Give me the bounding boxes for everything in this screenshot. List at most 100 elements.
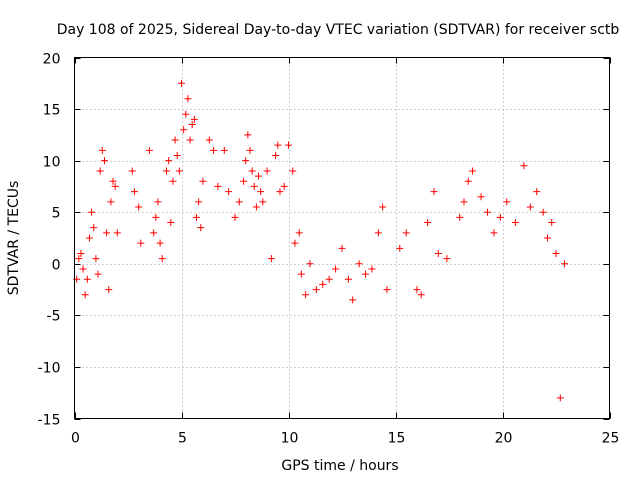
data-point [171,136,179,144]
x-axis-label: GPS time / hours [281,458,398,474]
data-point [225,188,233,196]
y-axis-tick-labels: -15 -10 -5 0 5 10 15 20 [38,52,61,429]
data-point [79,265,87,273]
data-point [280,182,288,190]
data-point [182,110,190,118]
y-tick-label: 15 [43,103,61,119]
data-point [503,198,511,206]
data-point [297,270,305,278]
data-point [477,193,485,201]
plot-frame [74,57,610,419]
x-tick-label: 25 [602,431,620,447]
data-point [302,291,310,299]
data-point [285,141,292,149]
x-tick-label: 20 [495,431,513,447]
data-point [552,249,560,257]
data-point [543,234,551,242]
data-point [165,157,173,165]
data-point [349,296,357,304]
data-point [383,286,391,294]
data-point [520,162,528,170]
data-point [496,213,504,221]
y-tick-label: -5 [47,309,61,325]
data-point [214,182,222,190]
data-points [73,79,569,402]
data-point [197,224,205,232]
axis-ticks [74,57,611,420]
data-point [154,198,162,206]
data-point [188,121,196,129]
data-point [434,249,442,257]
data-point [113,229,121,237]
data-point [319,280,327,288]
data-point [338,244,346,252]
data-point [332,265,340,273]
data-point [150,229,158,237]
data-point [231,213,239,221]
data-point [295,229,303,237]
data-point [325,275,333,283]
data-point [180,126,188,134]
data-point [210,146,218,154]
y-tick-label: -15 [38,413,61,429]
data-point [173,151,181,159]
x-tick-label: 10 [281,431,299,447]
chart-title: Day 108 of 2025, Sidereal Day-to-day VTE… [57,22,620,38]
data-point [205,136,213,144]
data-point [430,188,438,196]
data-point [396,244,404,252]
data-point [402,229,410,237]
data-point [109,177,117,185]
data-point [379,203,387,211]
data-point [490,229,498,237]
data-point [100,157,108,165]
data-point [244,131,252,139]
data-point [355,260,363,268]
y-tick-label: 10 [43,155,61,171]
data-point [137,239,145,247]
data-point [443,255,451,263]
data-point [135,203,143,211]
data-point [368,265,376,273]
data-point [246,146,254,154]
data-point [235,198,243,206]
data-point [163,167,171,175]
data-point [130,188,138,196]
data-point [511,219,519,227]
data-point [469,167,477,175]
data-point [175,167,183,175]
data-point [85,234,93,242]
data-point [158,255,166,263]
data-point [186,136,194,144]
x-tick-label: 0 [71,431,80,447]
data-point [561,260,569,268]
data-point [88,208,96,216]
data-point [252,203,260,211]
data-point [111,182,119,190]
data-point [156,239,164,247]
data-point [362,270,370,278]
x-axis-tick-labels: 0 5 10 15 20 25 [71,431,619,447]
data-point [242,157,250,165]
data-point [248,167,256,175]
data-point [94,270,102,278]
y-axis-label: SDTVAR / TECUs [6,181,22,296]
data-point [152,213,160,221]
data-point [267,255,275,263]
data-point [306,260,314,268]
data-point [556,394,564,402]
data-point [184,95,192,103]
data-point [92,255,100,263]
data-point [413,286,421,294]
data-point [548,219,556,227]
y-tick-label: 5 [52,206,61,222]
data-point [96,167,104,175]
data-point [312,286,320,294]
x-tick-label: 5 [178,431,187,447]
data-point [77,249,85,257]
data-point [276,188,284,196]
data-point [374,229,382,237]
data-point [424,219,432,227]
